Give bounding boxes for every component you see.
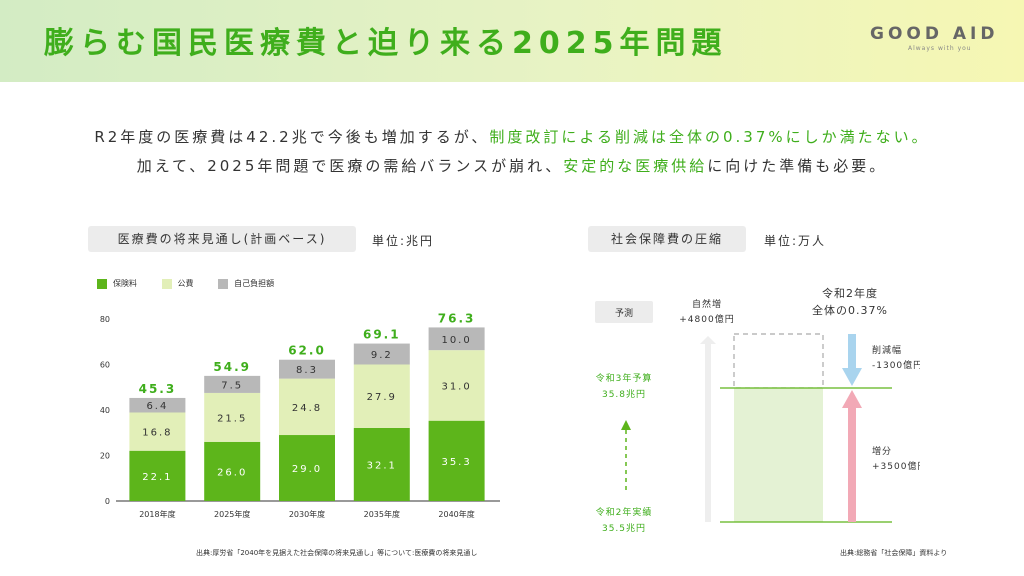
- r2-actual-label: 令和2年実績: [596, 506, 653, 518]
- bar-data-label: 31.0: [441, 381, 471, 392]
- left-unit-label: 単位:兆円: [372, 234, 435, 248]
- bar-segment: [353, 343, 410, 365]
- right-unit-label: 単位:万人: [764, 234, 827, 248]
- x-category-label: 2030年度: [289, 509, 325, 519]
- right-source-note: 出典:総務省「社会保障」資料より: [840, 549, 948, 557]
- page-title: 膨らむ国民医療費と迫り来る2025年問題: [44, 26, 728, 61]
- bar-data-label: 16.8: [142, 428, 172, 439]
- increase-label: 増分: [872, 445, 892, 457]
- y-tick-label: 40: [100, 406, 110, 415]
- bar-data-label: 6.4: [146, 401, 168, 412]
- bar-total-label: 62.0: [288, 344, 326, 358]
- bar-segment: [428, 350, 485, 421]
- medical-cost-forecast-pill: 医療費の将来見通し(計画ベース): [88, 226, 356, 252]
- legend-swatch-copay: [218, 278, 229, 289]
- bar-data-label: 24.8: [292, 403, 322, 414]
- bar-data-label: 9.2: [371, 350, 393, 361]
- bar-segment: [428, 420, 485, 501]
- bar-segment: [204, 375, 261, 393]
- forecast-box: [595, 301, 653, 323]
- bar-data-label: 32.1: [367, 460, 397, 471]
- bar-data-label: 29.0: [292, 464, 322, 475]
- lead-line-1-text: R2年度の医療費は42.2兆で今後も増加するが、: [94, 128, 490, 146]
- bar-segment: [279, 378, 335, 436]
- x-category-label: 2018年度: [139, 509, 175, 519]
- y-tick-label: 80: [100, 315, 110, 324]
- bar-data-label: 7.5: [221, 380, 243, 391]
- bar-segment: [129, 397, 186, 413]
- bar-segment: [129, 450, 186, 501]
- x-category-label: 2040年度: [438, 509, 474, 519]
- y-tick-label: 20: [100, 452, 110, 461]
- bar-total-label: 76.3: [438, 311, 476, 325]
- natural-increase-label: 自然増: [692, 298, 722, 310]
- bar-total-label: 45.3: [139, 382, 177, 396]
- bar-segment: [428, 327, 485, 351]
- bar-total-label: 54.9: [213, 360, 251, 374]
- legend-swatch-premium: [97, 278, 107, 289]
- left-source-note: 出典:厚労省「2040年を見据えた社会保障の将来見通し」等について:医療費の将来…: [196, 549, 478, 557]
- r3-budget-label: 令和3年予算: [596, 372, 653, 384]
- legend-item-copay: 自己負担額: [218, 278, 274, 289]
- bar-data-label: 10.0: [441, 335, 471, 346]
- increase-arrow: [842, 390, 862, 522]
- x-category-label: 2035年度: [364, 509, 400, 519]
- bar-segment: [279, 359, 335, 379]
- r3-budget-value: 35.8兆円: [602, 389, 646, 400]
- social-security-pill: 社会保障費の圧縮: [588, 226, 746, 252]
- reduction-dashed-box: [733, 333, 824, 389]
- bar-segment: [353, 427, 410, 501]
- budget-fill: [734, 388, 823, 522]
- legend-label-premium: 保険料: [113, 279, 137, 288]
- x-category-label: 2025年度: [214, 509, 250, 519]
- bar-data-label: 8.3: [296, 365, 318, 376]
- lead-line-1: R2年度の医療費は42.2兆で今後も増加するが、制度改訂による削減は全体の0.3…: [0, 126, 1024, 147]
- legend-item-premium: 保険料: [97, 278, 137, 289]
- r2-year-title: 令和2年度: [822, 286, 878, 300]
- lead-line-1-highlight: 制度改訂による削減は全体の0.37%にしか満たない。: [489, 128, 930, 146]
- y-tick-label: 0: [105, 497, 110, 506]
- chart-legend: 保険料 公費 自己負担額: [97, 278, 296, 289]
- logo-text: GOOD AID: [870, 24, 999, 44]
- growth-arrow-head: [621, 420, 631, 430]
- bar-data-label: 35.3: [441, 457, 471, 468]
- reduction-arrow: [842, 334, 862, 386]
- legend-label-public: 公費: [177, 279, 194, 288]
- bar-data-label: 26.0: [217, 467, 247, 478]
- bar-segment: [353, 364, 410, 428]
- bar-data-label: 21.5: [217, 413, 247, 424]
- legend-item-public: 公費: [161, 278, 194, 289]
- natural-increase-value: +4800億円: [679, 313, 734, 325]
- r2-actual-value: 35.5兆円: [602, 523, 646, 534]
- natural-increase-arrow: [700, 336, 716, 522]
- legend-label-copay: 自己負担額: [234, 279, 275, 288]
- bar-total-label: 69.1: [363, 328, 401, 342]
- bar-segment: [204, 392, 261, 442]
- medical-cost-bar-chart: 0 20 40 60 80 22.1 16.8 6.4 45.3 2018年度 26.0 21.5 7…: [100, 311, 500, 519]
- lead-line-2-tail: に向けた準備も必要。: [707, 157, 888, 175]
- lead-line-2-highlight: 安定的な医療供給: [563, 157, 708, 175]
- lead-line-2: 加えて、2025年問題で医療の需給バランスが崩れ、安定的な医療供給に向けた準備も…: [0, 155, 1024, 176]
- forecast-label: 予測: [615, 307, 633, 319]
- y-tick-label: 60: [100, 361, 110, 370]
- bar-segment: [204, 441, 261, 501]
- logo-tagline: Always with you: [908, 45, 972, 52]
- bar-data-label: 27.9: [367, 392, 397, 403]
- header-banner: 膨らむ国民医療費と迫り来る2025年問題 GOOD AID Always wit…: [0, 0, 1024, 82]
- social-security-diagram: 予測 自然増 +4800億円 令和2年度 全体の0.37% 削減幅 -1300億…: [595, 286, 920, 534]
- bar-data-label: 22.1: [142, 472, 172, 483]
- increase-value: +3500億円: [872, 460, 920, 472]
- reduction-label: 削減幅: [872, 344, 902, 356]
- legend-swatch-public: [161, 278, 172, 289]
- reduction-value: -1300億円: [872, 359, 920, 371]
- lead-line-2-text: 加えて、2025年問題で医療の需給バランスが崩れ、: [136, 157, 564, 175]
- bar-segment: [129, 412, 186, 451]
- brand-logo: GOOD AID Always with you: [870, 24, 1002, 60]
- bar-segment: [279, 435, 335, 501]
- r2-share-label: 全体の0.37%: [812, 303, 888, 317]
